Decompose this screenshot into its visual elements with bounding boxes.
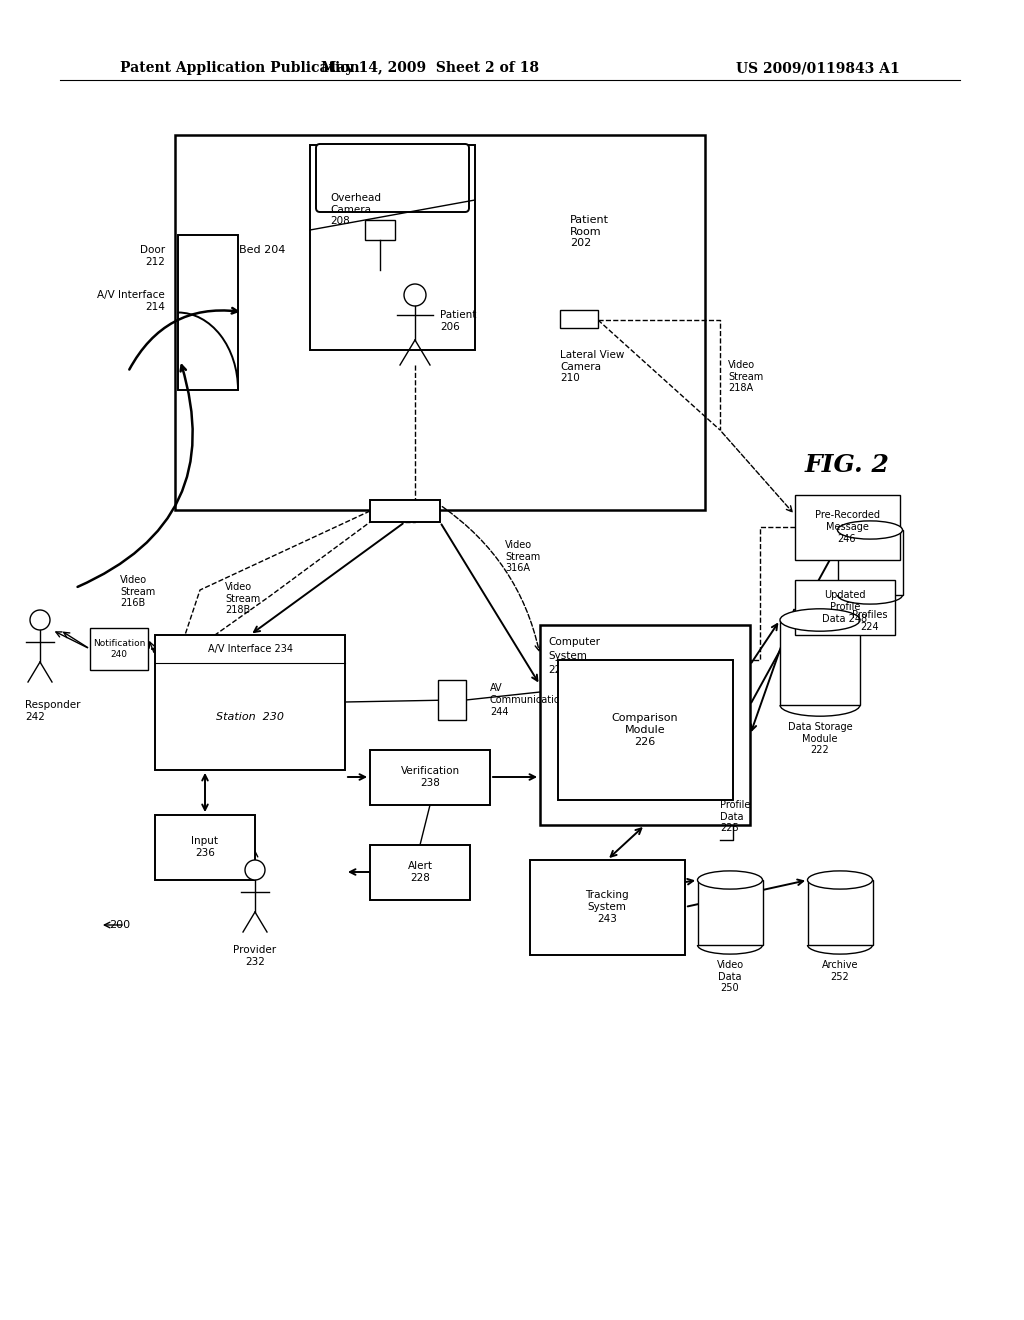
Text: A/V Interface
214: A/V Interface 214 bbox=[97, 290, 165, 312]
Bar bbox=[838, 531, 903, 595]
Bar bbox=[438, 680, 466, 719]
Bar bbox=[370, 845, 470, 900]
Bar bbox=[698, 880, 763, 945]
Text: Updated
Profile
Data 248: Updated Profile Data 248 bbox=[822, 590, 867, 623]
Text: Archive
252: Archive 252 bbox=[821, 960, 858, 982]
Text: AV
Communication
244: AV Communication 244 bbox=[490, 684, 567, 717]
Bar bbox=[370, 500, 440, 521]
Text: Bed 204: Bed 204 bbox=[239, 246, 285, 255]
Text: 200: 200 bbox=[109, 920, 130, 931]
Text: Alert
228: Alert 228 bbox=[408, 861, 432, 883]
Text: Video
Stream
218A: Video Stream 218A bbox=[728, 360, 763, 393]
Bar bbox=[795, 579, 895, 635]
Bar bbox=[178, 235, 238, 389]
Text: Pre-Recorded
Message
246: Pre-Recorded Message 246 bbox=[814, 511, 880, 544]
Bar bbox=[175, 135, 705, 510]
Text: May 14, 2009  Sheet 2 of 18: May 14, 2009 Sheet 2 of 18 bbox=[321, 61, 539, 75]
Text: Responder
242: Responder 242 bbox=[25, 700, 81, 722]
Bar bbox=[370, 750, 490, 805]
Text: System: System bbox=[548, 651, 587, 661]
Text: A/V Interface 234: A/V Interface 234 bbox=[208, 644, 293, 653]
Circle shape bbox=[404, 284, 426, 306]
Ellipse shape bbox=[697, 871, 763, 890]
Bar bbox=[365, 220, 395, 240]
Bar bbox=[530, 861, 685, 954]
Text: Profiles
224: Profiles 224 bbox=[852, 610, 888, 631]
Text: Video
Stream
216B: Video Stream 216B bbox=[120, 576, 156, 609]
Circle shape bbox=[245, 861, 265, 880]
Text: Provider
232: Provider 232 bbox=[233, 945, 276, 966]
Bar bbox=[558, 660, 733, 800]
Bar bbox=[808, 880, 873, 945]
Bar bbox=[310, 145, 475, 350]
Ellipse shape bbox=[838, 521, 902, 539]
Bar bbox=[780, 620, 860, 705]
Bar bbox=[90, 628, 148, 671]
Text: Verification
238: Verification 238 bbox=[400, 766, 460, 788]
Text: Video
Stream
218B: Video Stream 218B bbox=[225, 582, 260, 615]
Text: Patent Application Publication: Patent Application Publication bbox=[120, 61, 359, 75]
Text: Tracking
System
243: Tracking System 243 bbox=[585, 891, 629, 924]
Ellipse shape bbox=[780, 609, 860, 631]
Bar bbox=[155, 635, 345, 770]
FancyBboxPatch shape bbox=[316, 144, 469, 213]
Text: Lateral View
Camera
210: Lateral View Camera 210 bbox=[560, 350, 625, 383]
Text: US 2009/0119843 A1: US 2009/0119843 A1 bbox=[736, 61, 900, 75]
Text: FIG. 2: FIG. 2 bbox=[805, 453, 890, 477]
Text: Video
Data
250: Video Data 250 bbox=[717, 960, 743, 993]
Text: Overhead
Camera
208: Overhead Camera 208 bbox=[330, 193, 381, 226]
Text: 220: 220 bbox=[548, 665, 567, 675]
Text: Computer: Computer bbox=[548, 638, 600, 647]
Text: Door
212: Door 212 bbox=[140, 246, 165, 267]
Bar bbox=[795, 495, 900, 560]
Text: Patient
Room
202: Patient Room 202 bbox=[570, 215, 609, 248]
Text: Station  230: Station 230 bbox=[216, 711, 284, 722]
Bar bbox=[540, 624, 750, 825]
Bar bbox=[560, 310, 598, 327]
Circle shape bbox=[30, 610, 50, 630]
Text: Comparison
Module
226: Comparison Module 226 bbox=[611, 713, 678, 747]
Text: Data Storage
Module
222: Data Storage Module 222 bbox=[787, 722, 852, 755]
Text: Patient
206: Patient 206 bbox=[440, 310, 476, 331]
Text: Video
Stream
316A: Video Stream 316A bbox=[505, 540, 541, 573]
Text: Notification
240: Notification 240 bbox=[93, 639, 145, 659]
Text: Profile
Data
225: Profile Data 225 bbox=[720, 800, 751, 833]
Text: Input
236: Input 236 bbox=[191, 836, 218, 858]
Bar bbox=[155, 814, 255, 880]
Ellipse shape bbox=[808, 871, 872, 890]
